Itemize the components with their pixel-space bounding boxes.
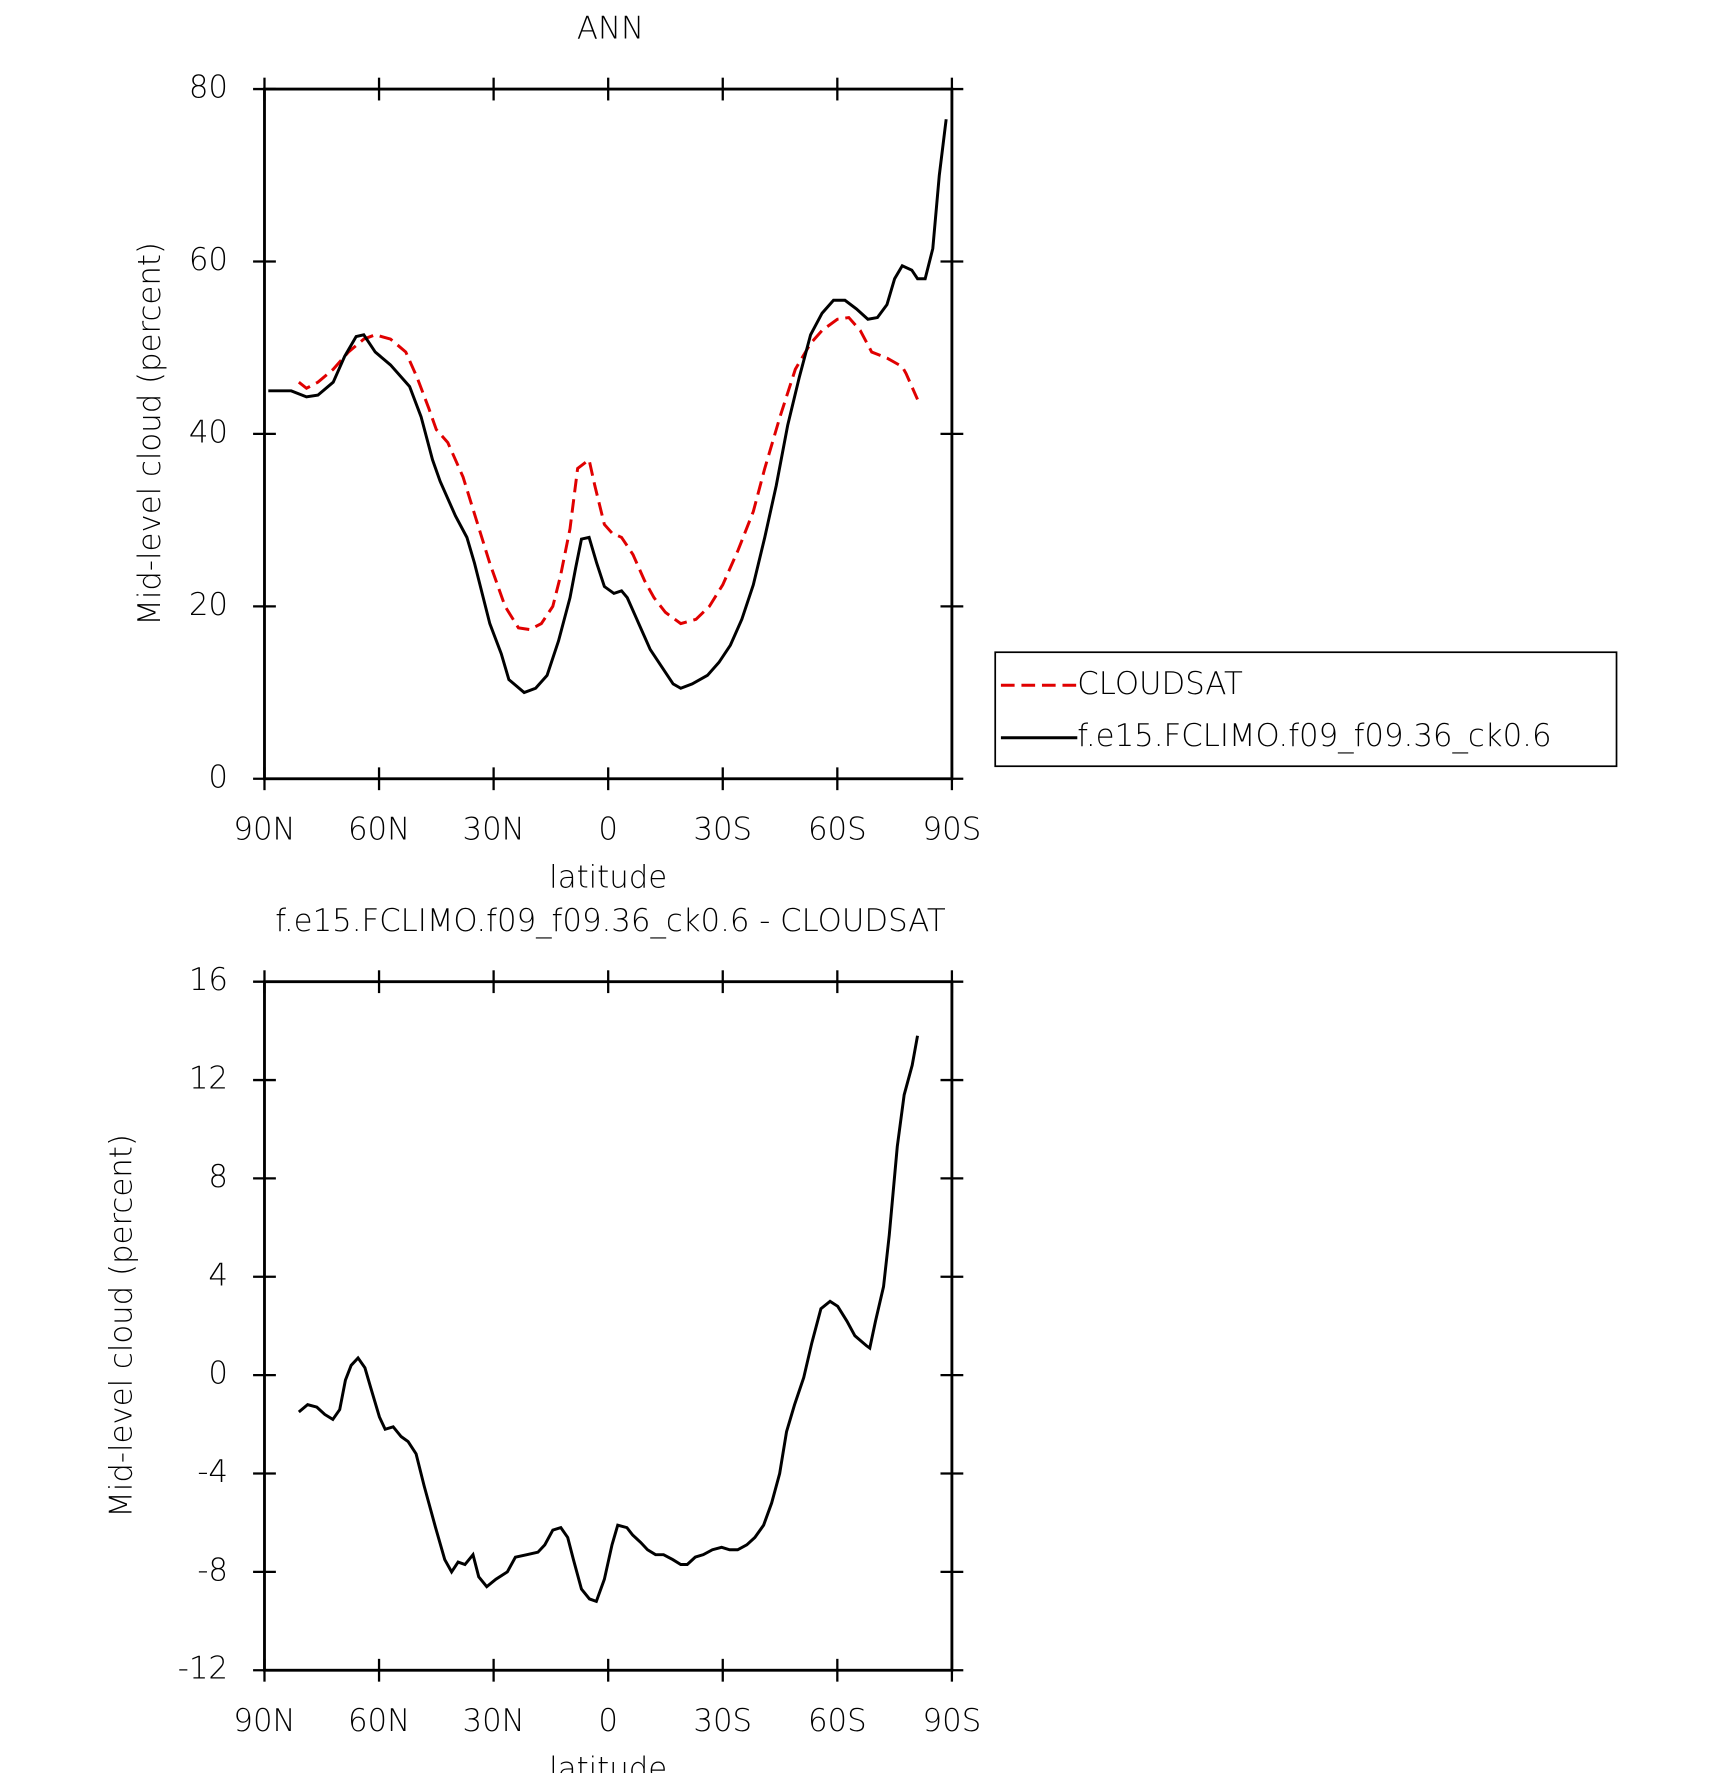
chart-title: f.e15.FCLIMO.f09_f09.36_ck0.6 - CLOUDSAT — [275, 903, 946, 939]
y-tick-label: 4 — [208, 1257, 228, 1293]
x-tick-label: 60S — [808, 812, 867, 848]
legend-box — [994, 651, 1618, 768]
x-tick-label: 60S — [808, 1703, 867, 1739]
x-tick-label: 30N — [463, 1703, 525, 1739]
y-tick-label: 60 — [189, 242, 228, 278]
chart-title: ANN — [577, 10, 644, 46]
legend-label: f.e15.FCLIMO.f09_f09.36_ck0.6 — [1077, 718, 1551, 754]
x-tick-label: 0 — [598, 1703, 618, 1739]
x-tick-label: 90N — [233, 812, 295, 848]
y-tick-label: 20 — [189, 587, 228, 623]
x-axis-label: latitude — [549, 860, 667, 896]
y-axis-label: Mid-level cloud (percent) — [104, 1134, 140, 1518]
x-tick-label: 30S — [693, 1703, 752, 1739]
y-tick-label: 12 — [189, 1061, 228, 1097]
x-axis-label: latitude — [549, 1751, 667, 1773]
y-tick-label: 0 — [208, 759, 228, 795]
data-line — [268, 119, 948, 695]
x-tick-label: 0 — [598, 812, 618, 848]
y-tick-label: 16 — [189, 962, 228, 998]
x-tick-label: 90S — [923, 812, 982, 848]
y-tick-label: -8 — [197, 1552, 228, 1588]
y-tick-label: 80 — [189, 70, 228, 106]
x-tick-label: 30N — [463, 812, 525, 848]
x-tick-label: 60N — [348, 1703, 410, 1739]
y-axis-label: Mid-level cloud (percent) — [132, 242, 168, 626]
y-tick-label: 40 — [189, 414, 228, 450]
data-line — [297, 315, 919, 632]
y-tick-label: 8 — [208, 1159, 228, 1195]
x-tick-label: 90N — [233, 1703, 295, 1739]
x-tick-label: 90S — [923, 1703, 982, 1739]
y-tick-label: -4 — [197, 1454, 228, 1490]
data-line — [297, 1035, 919, 1604]
x-tick-label: 30S — [693, 812, 752, 848]
plot-frame — [263, 87, 954, 781]
x-tick-label: 60N — [348, 812, 410, 848]
legend-label: CLOUDSAT — [1077, 666, 1243, 702]
y-tick-label: -12 — [178, 1651, 228, 1687]
y-tick-label: 0 — [208, 1356, 228, 1392]
